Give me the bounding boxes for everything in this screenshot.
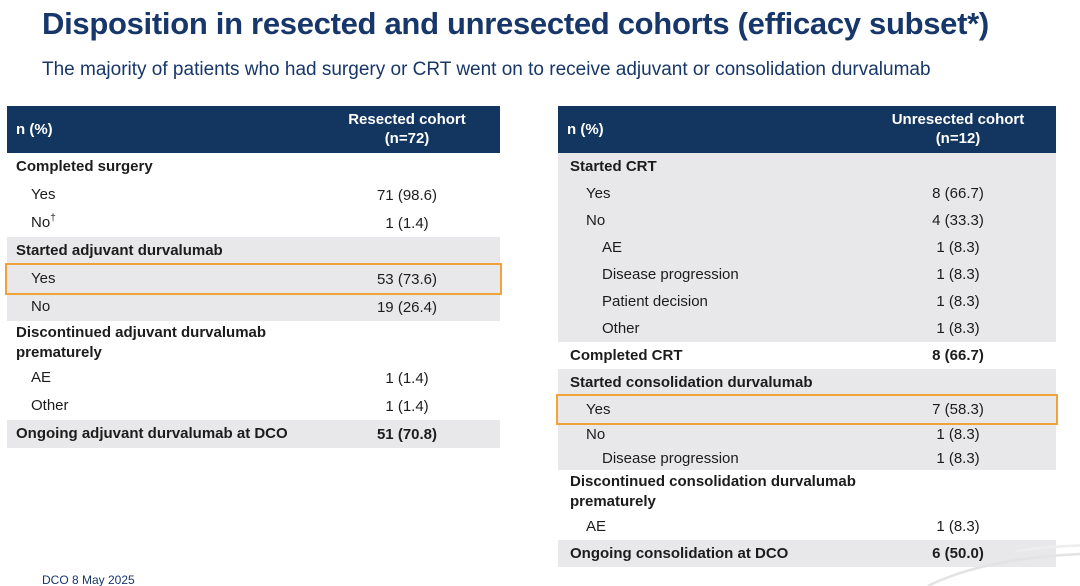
table-row: Yes 8 (66.7) — [558, 180, 1056, 207]
table-row: AE 1 (8.3) — [558, 513, 1056, 540]
table-row: Other 1 (1.4) — [7, 392, 500, 420]
row-label: Patient decision — [602, 292, 708, 310]
row-value: 6 (50.0) — [932, 545, 984, 562]
table-row: Discontinued adjuvant durvalumab prematu… — [7, 321, 500, 364]
table-header: n (%) Resected cohort (n=72) — [7, 106, 500, 153]
row-label: Disease progression — [602, 265, 739, 283]
row-label: No — [586, 426, 606, 443]
row-label: AE — [31, 369, 52, 387]
dco-footnote: DCO 8 May 2025 — [42, 573, 135, 586]
row-value: 1 (1.4) — [385, 397, 429, 415]
table-row: Ongoing consolidation at DCO 6 (50.0) — [558, 540, 1056, 567]
table-row: AE 1 (8.3) — [558, 234, 1056, 261]
row-label: Completed surgery — [16, 158, 153, 176]
header-cohort-label: Unresected cohort (n=12) — [891, 110, 1025, 147]
table-row: Yes 71 (98.6) — [7, 181, 500, 209]
row-label: Discontinued adjuvant durvalumab prematu… — [16, 324, 267, 361]
header-cohort-label: Resected cohort (n=72) — [348, 110, 466, 147]
table-row: No 1 (8.3) — [558, 423, 1056, 447]
row-value: 1 (8.3) — [936, 518, 980, 535]
row-label: Yes — [31, 270, 56, 288]
row-value: 8 (66.7) — [932, 185, 984, 202]
table-row: No 19 (26.4) — [7, 293, 500, 321]
row-value: 1 (8.3) — [936, 426, 980, 444]
row-label: Other — [602, 319, 640, 337]
row-value: 1 (1.4) — [385, 214, 429, 232]
row-label: Started CRT — [570, 157, 657, 175]
row-label: Ongoing adjuvant durvalumab at DCO — [16, 425, 288, 443]
row-value: 1 (8.3) — [936, 239, 980, 256]
row-label: Started consolidation durvalumab — [570, 373, 813, 391]
row-label: Yes — [586, 400, 611, 418]
row-label: Completed CRT — [570, 346, 683, 364]
row-label: Discontinued consolidation durvalumab pr… — [570, 473, 856, 510]
table-row: No 4 (33.3) — [558, 207, 1056, 234]
table-row: Patient decision 1 (8.3) — [558, 288, 1056, 315]
row-value: 4 (33.3) — [932, 212, 984, 229]
slide-title: Disposition in resected and unresected c… — [42, 6, 989, 41]
header-metric-label: n (%) — [16, 121, 53, 138]
row-label: AE — [602, 238, 623, 256]
row-label: No† — [31, 213, 56, 232]
header-metric-label: n (%) — [567, 121, 604, 138]
table-row: Other 1 (8.3) — [558, 315, 1056, 342]
row-value: 51 (70.8) — [376, 425, 438, 443]
row-value: 8 (66.7) — [932, 347, 984, 364]
table-body: Completed surgery Yes 71 (98.6) No† 1 (1.4) S… — [7, 153, 500, 448]
slide-subtitle: The majority of patients who had surgery… — [42, 59, 931, 80]
resected-cohort-table: n (%) Resected cohort (n=72) Completed s… — [7, 106, 500, 448]
row-label: Other — [31, 397, 69, 415]
row-value: 1 (8.3) — [936, 266, 980, 283]
row-value: 1 (8.3) — [936, 293, 980, 310]
unresected-cohort-table: n (%) Unresected cohort (n=12) Started C… — [558, 106, 1056, 567]
table-row: Ongoing adjuvant durvalumab at DCO 51 (70… — [7, 420, 500, 448]
table-row: Yes 53 (73.6) — [7, 265, 500, 293]
table-row: Discontinued consolidation durvalumab pr… — [558, 470, 1056, 513]
table-row: No† 1 (1.4) — [7, 209, 500, 237]
row-label: Yes — [586, 184, 611, 202]
row-value: 1 (1.4) — [385, 369, 429, 387]
table-row: Completed surgery — [7, 153, 500, 181]
table-row: Started adjuvant durvalumab — [7, 237, 500, 265]
table-row: AE 1 (1.4) — [7, 364, 500, 392]
row-label: Yes — [31, 186, 56, 204]
table-body: Started CRT Yes 8 (66.7) No 4 (33.3) AE 1 (8.3… — [558, 153, 1056, 567]
table-row: Disease progression 1 (8.3) — [558, 261, 1056, 288]
row-label: Disease progression — [602, 449, 739, 467]
table-row: Disease progression 1 (8.3) — [558, 446, 1056, 470]
row-label: AE — [586, 517, 607, 535]
table-header: n (%) Unresected cohort (n=12) — [558, 106, 1056, 153]
table-row: Started consolidation durvalumab — [558, 369, 1056, 396]
row-label: No — [586, 211, 606, 229]
row-label: Ongoing consolidation at DCO — [570, 544, 789, 562]
table-row: Started CRT — [558, 153, 1056, 180]
row-label: No — [31, 298, 51, 316]
row-value: 71 (98.6) — [376, 186, 438, 204]
table-row: Yes 7 (58.3) — [558, 396, 1056, 423]
row-value: 7 (58.3) — [932, 401, 984, 418]
corner-swoosh-decoration — [927, 544, 1080, 586]
row-value: 53 (73.6) — [376, 270, 438, 288]
row-value: 1 (8.3) — [936, 449, 980, 467]
row-value: 1 (8.3) — [936, 320, 980, 337]
table-row: Completed CRT 8 (66.7) — [558, 342, 1056, 369]
row-label: Started adjuvant durvalumab — [16, 242, 223, 260]
row-value: 19 (26.4) — [376, 298, 438, 316]
